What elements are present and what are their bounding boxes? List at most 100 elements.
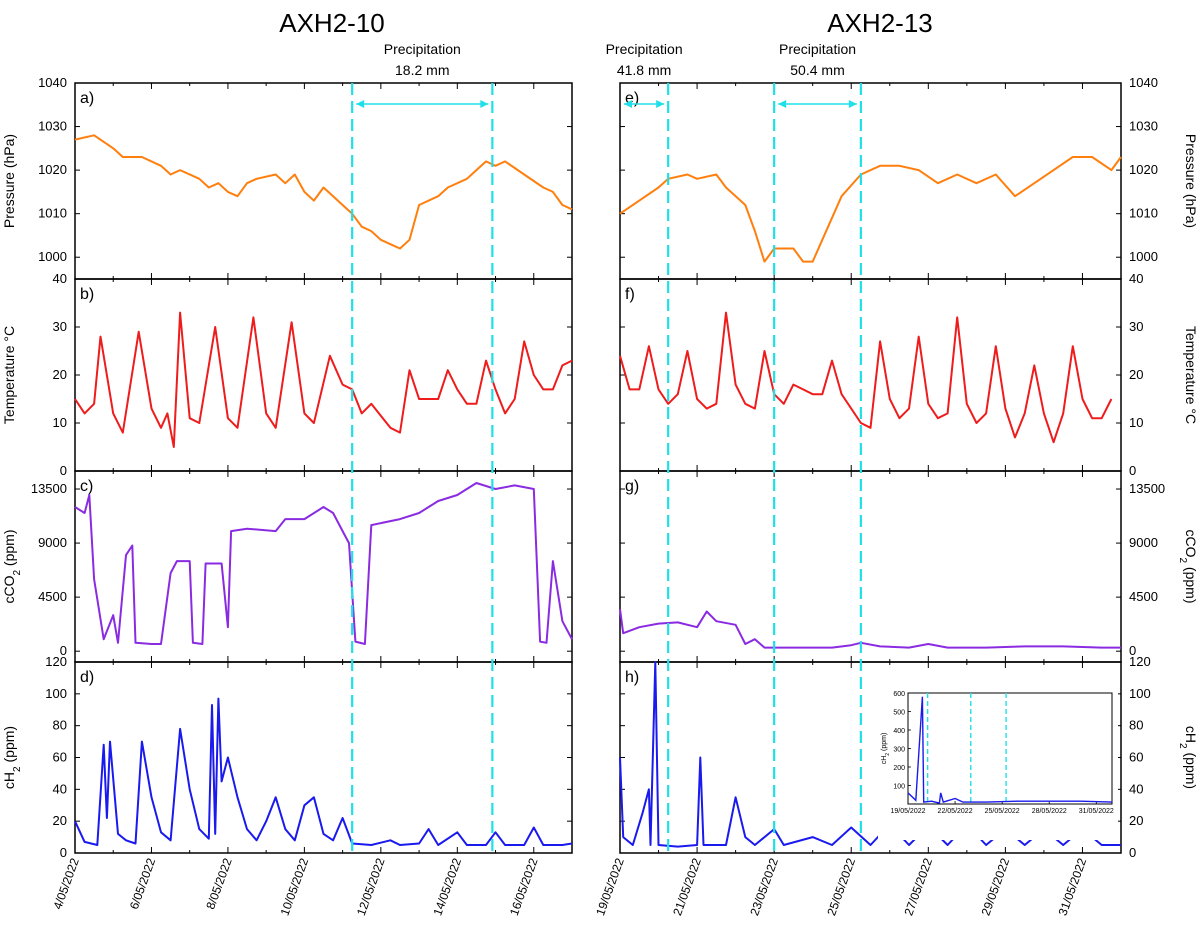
y-tick-label: 1030 [38,119,67,134]
y-axis-label: cH2 (ppm) [1178,726,1200,789]
precipitation-label: Precipitation [384,41,461,57]
left-chart-title: AXH2-10 [279,8,385,38]
y-tick-label: 40 [1129,271,1143,286]
y-tick-label: 1040 [1129,75,1158,90]
x-tick-label: 23/05/2022 [747,856,781,918]
x-tick-label: 29/05/2022 [979,856,1013,918]
x-tick-label: 12/05/2022 [354,856,388,918]
arrow-head [356,100,365,108]
y-tick-label: 0 [1129,845,1136,860]
x-tick-label: 25/05/2022 [824,856,858,918]
series-line [619,608,1121,649]
panel-frame [74,661,573,854]
inset-y-tick-label: 500 [893,710,905,717]
x-tick-label: 27/05/2022 [901,856,935,918]
y-axis-label: cCO2 (ppm) [1178,529,1200,603]
y-axis-label: cH2 (ppm) [1,726,23,789]
panel-frame [74,470,573,663]
inset-x-tick-label: 28/05/2022 [1032,808,1067,815]
precipitation-amount: 18.2 mm [395,62,449,78]
panel-temperature: 0 10 20 30 40 Temperature °C f) [619,271,1199,478]
panel-frame [619,278,1122,472]
right-chart-title: AXH2-13 [827,8,933,38]
panel-frame [74,82,573,280]
panel-frame [619,470,1122,663]
y-tick-label: 0 [60,463,67,478]
y-tick-label: 9000 [38,535,67,550]
y-axis-label: cCO2 (ppm) [1,529,23,603]
y-tick-label: 13500 [31,481,67,496]
inset-x-tick-label: 19/05/2022 [890,808,925,815]
y-tick-label: 60 [1129,750,1143,765]
inset-y-tick-label: 400 [893,728,905,735]
panel-frame [74,278,573,472]
y-tick-label: 40 [53,271,67,286]
series-line [74,134,573,250]
inset-y-tick-label: 300 [893,747,905,754]
panel-id-label: g) [625,478,639,495]
inset-y-axis-label: cH2 (ppm) [881,733,891,765]
y-tick-label: 1020 [38,162,67,177]
y-tick-label: 13500 [1129,481,1165,496]
precipitation-marker: Precipitation 50.4 mm [773,41,862,853]
inset-series-line [907,696,1113,804]
x-tick-label: 6/05/2022 [127,856,159,911]
panel-pressure: 1000 1010 1020 1030 1040 Pressure (hPa) a) [1,75,573,280]
y-axis-label: Temperature °C [1183,326,1199,424]
series-line [619,156,1122,263]
panel-h2: 0 20 40 60 80 100 120 cH2 (ppm) d) [1,654,573,860]
arrow-head [848,100,857,108]
panel-id-label: a) [80,90,94,107]
arrow-head [480,100,489,108]
y-tick-label: 10 [53,415,67,430]
series-line [74,311,573,448]
y-axis-label: Pressure (hPa) [1183,134,1199,228]
y-tick-label: 100 [1129,686,1151,701]
y-tick-label: 1040 [38,75,67,90]
inset-y-tick-label: 100 [893,784,905,791]
precipitation-label: Precipitation [779,41,856,57]
y-tick-label: 1010 [1129,206,1158,221]
x-tick-label: 4/05/2022 [50,856,82,911]
y-tick-label: 0 [60,643,67,658]
precipitation-label: Precipitation [606,41,683,57]
panel-id-label: d) [80,669,94,686]
panel-co2: 0 4500 9000 13500 cCO2 (ppm) g) [619,470,1200,663]
y-tick-label: 120 [1129,654,1151,669]
y-tick-label: 1020 [1129,162,1158,177]
series-line [74,697,573,846]
inset-y-tick-label: 200 [893,765,905,772]
y-tick-label: 4500 [1129,589,1158,604]
y-tick-label: 20 [1129,367,1143,382]
y-tick-label: 120 [45,654,67,669]
y-tick-label: 80 [1129,718,1143,733]
inset-x-tick-label: 25/05/2022 [985,808,1020,815]
x-tick-label: 14/05/2022 [430,856,464,918]
arrow-head [656,100,665,108]
panel-id-label: f) [625,286,635,303]
x-tick-label: 31/05/2022 [1056,856,1090,918]
y-tick-label: 60 [53,750,67,765]
inset-plot: 100 200 300 400 500 600 cH2 (ppm) 19/05/2022 22/… [878,687,1118,840]
y-tick-label: 0 [60,845,67,860]
y-tick-label: 4500 [38,589,67,604]
y-tick-label: 20 [53,813,67,828]
precipitation-marker: Precipitation 41.8 mm [606,41,683,853]
y-tick-label: 1010 [38,206,67,221]
series-line [74,482,573,645]
arrow-head [624,100,632,108]
y-tick-label: 1000 [1129,249,1158,264]
precipitation-amount: 41.8 mm [617,62,671,78]
y-axis-label: Pressure (hPa) [1,134,17,228]
inset-x-tick-label: 31/05/2022 [1079,808,1114,815]
y-tick-label: 100 [45,686,67,701]
y-tick-label: 20 [1129,813,1143,828]
y-axis-label: Temperature °C [1,326,17,424]
inset-y-tick-label: 600 [893,691,905,698]
panel-co2: 0 4500 9000 13500 cCO2 (ppm) c) [1,470,573,663]
y-tick-label: 20 [53,367,67,382]
precipitation-marker: Precipitation 18.2 mm [351,41,494,853]
